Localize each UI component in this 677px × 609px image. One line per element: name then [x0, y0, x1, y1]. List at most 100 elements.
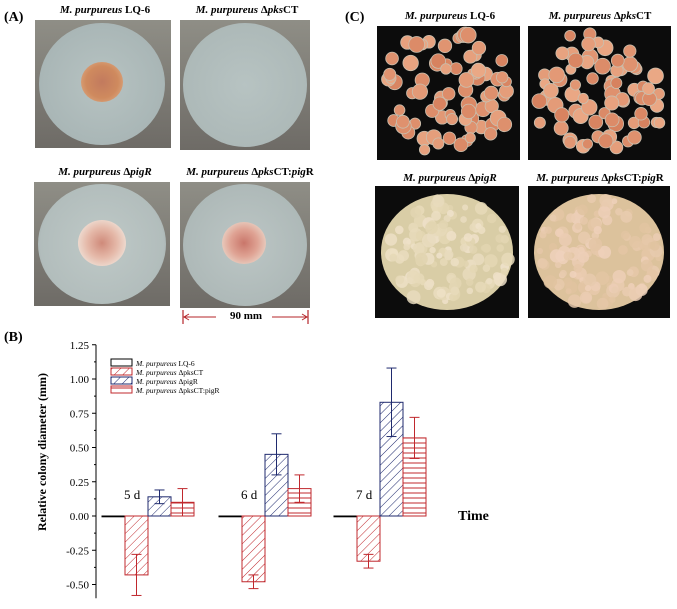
pellet — [594, 57, 611, 75]
pellet — [483, 127, 498, 141]
pellet — [486, 213, 497, 224]
pellet — [564, 29, 576, 42]
pellet — [406, 277, 413, 284]
pellet — [579, 216, 588, 225]
pellet — [583, 273, 597, 287]
pellet — [623, 44, 637, 58]
pellet — [413, 242, 425, 255]
pellet — [622, 286, 632, 297]
pellet — [629, 235, 642, 249]
pellet — [578, 231, 591, 244]
pellet — [475, 281, 486, 293]
pellet — [634, 107, 648, 121]
pellet — [453, 137, 469, 153]
pellet — [620, 230, 630, 240]
pellet — [469, 245, 478, 254]
pellet — [462, 204, 469, 211]
pellet — [533, 116, 546, 129]
pellet — [465, 278, 474, 286]
pellet — [577, 92, 589, 104]
pellet — [421, 233, 436, 248]
pellet — [612, 269, 626, 284]
pellet — [609, 296, 616, 303]
pellet — [566, 213, 576, 223]
pellet — [395, 275, 405, 285]
species-name: M. purpureus — [58, 166, 121, 178]
y-tick-label: 0.75 — [70, 408, 90, 420]
pellet — [598, 133, 614, 149]
pellet — [384, 233, 398, 246]
pellet — [498, 225, 506, 233]
pellet — [472, 253, 485, 266]
plate-photo-pksct-pigr — [180, 182, 310, 308]
pellet — [403, 243, 411, 251]
legend-swatch — [110, 367, 133, 376]
x-axis-label: Time — [458, 509, 489, 524]
y-tick-label: 0.00 — [70, 511, 90, 523]
pellet — [463, 49, 478, 64]
pellet — [640, 259, 653, 272]
pellet — [436, 288, 446, 298]
species-name: M. purpureus — [195, 4, 259, 16]
pellet — [423, 280, 434, 291]
colony-caption-pksct-pigr: M. purpureus ΔpksCT:pigR — [536, 172, 664, 184]
colony-photo-pksct — [528, 26, 671, 160]
legend-label: M. purpureus ΔpksCT:pigR — [135, 386, 220, 395]
pellet — [415, 252, 428, 266]
legend-swatch — [110, 358, 133, 367]
category-label: 6 d — [241, 487, 258, 502]
y-tick-label: 0.25 — [70, 477, 90, 489]
pellet — [393, 104, 406, 116]
colony-caption-pksct: M. purpureus ΔpksCT — [548, 10, 652, 22]
plate-photo-pksct — [180, 20, 310, 150]
pellet — [593, 225, 602, 235]
pellet — [470, 62, 487, 79]
pellet — [460, 216, 467, 223]
pellet — [501, 252, 515, 267]
pellet — [628, 287, 643, 302]
pellet — [543, 83, 559, 99]
legend-label: M. purpureus ΔpigR — [135, 377, 198, 386]
colony-photo-pigr — [375, 186, 519, 318]
species-name: M. purpureus — [536, 172, 599, 184]
pellet — [563, 135, 577, 149]
pellet — [611, 198, 618, 205]
pellet — [604, 95, 620, 111]
pellet — [579, 291, 593, 304]
pellet — [469, 264, 478, 273]
pellet — [394, 225, 404, 235]
pellet — [480, 244, 487, 252]
plate-caption-pksct-pigr: M. purpureus ΔpksCT:pigR — [186, 166, 314, 178]
pellet — [642, 82, 655, 95]
pellet — [548, 66, 565, 84]
pellet — [430, 53, 446, 69]
pellet — [411, 83, 428, 100]
pellet — [500, 235, 510, 244]
pellet — [653, 117, 666, 129]
pellet — [569, 79, 581, 91]
pellet — [484, 254, 498, 268]
pellet — [444, 250, 454, 260]
plate-photo-pigr — [34, 182, 170, 306]
bar — [218, 515, 243, 518]
pellet — [383, 67, 397, 81]
pellet — [477, 226, 486, 235]
pellet — [460, 26, 477, 44]
pellet — [573, 263, 583, 273]
pellet — [582, 138, 593, 150]
pellet — [598, 205, 611, 219]
panel-c-label: (C) — [345, 10, 365, 25]
pellet — [652, 233, 661, 241]
pellet — [620, 210, 633, 223]
pellet — [598, 245, 612, 259]
pellet — [611, 286, 619, 294]
pellet — [539, 231, 547, 239]
pellet — [569, 270, 577, 278]
pellet — [418, 144, 431, 156]
bar — [241, 515, 266, 583]
scale-bar — [182, 310, 309, 324]
pellet — [443, 214, 451, 223]
pellet — [543, 275, 558, 289]
pellet — [584, 285, 592, 292]
